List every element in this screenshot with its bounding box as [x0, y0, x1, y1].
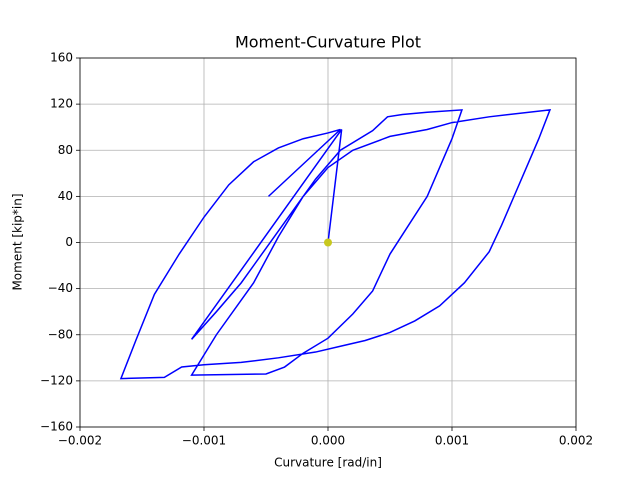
plot-frame: [79, 57, 577, 428]
y-axis-label: Moment [kip*in]: [11, 193, 25, 290]
data-point: [324, 238, 332, 247]
x-tick-label: 0.001: [435, 434, 469, 448]
chart-title: Moment-Curvature Plot: [235, 33, 421, 52]
x-tick-label: 0.002: [559, 434, 593, 448]
y-tick-label: −40: [48, 281, 73, 295]
y-tick-label: 0: [65, 235, 73, 249]
y-tick-label: −80: [48, 327, 73, 341]
y-tick-label: 80: [58, 143, 73, 157]
data-line: [119, 109, 552, 380]
x-tick-label: −0.001: [182, 434, 226, 448]
x-tick-label: 0.000: [311, 434, 345, 448]
y-tick-label: 120: [50, 97, 73, 111]
y-tick-label: −160: [40, 420, 73, 434]
y-tick-label: 40: [58, 189, 73, 203]
y-tick-label: −120: [40, 373, 73, 387]
y-tick-label: 160: [50, 51, 73, 65]
x-tick-label: −0.002: [58, 434, 102, 448]
x-axis-label: Curvature [rad/in]: [274, 456, 382, 470]
